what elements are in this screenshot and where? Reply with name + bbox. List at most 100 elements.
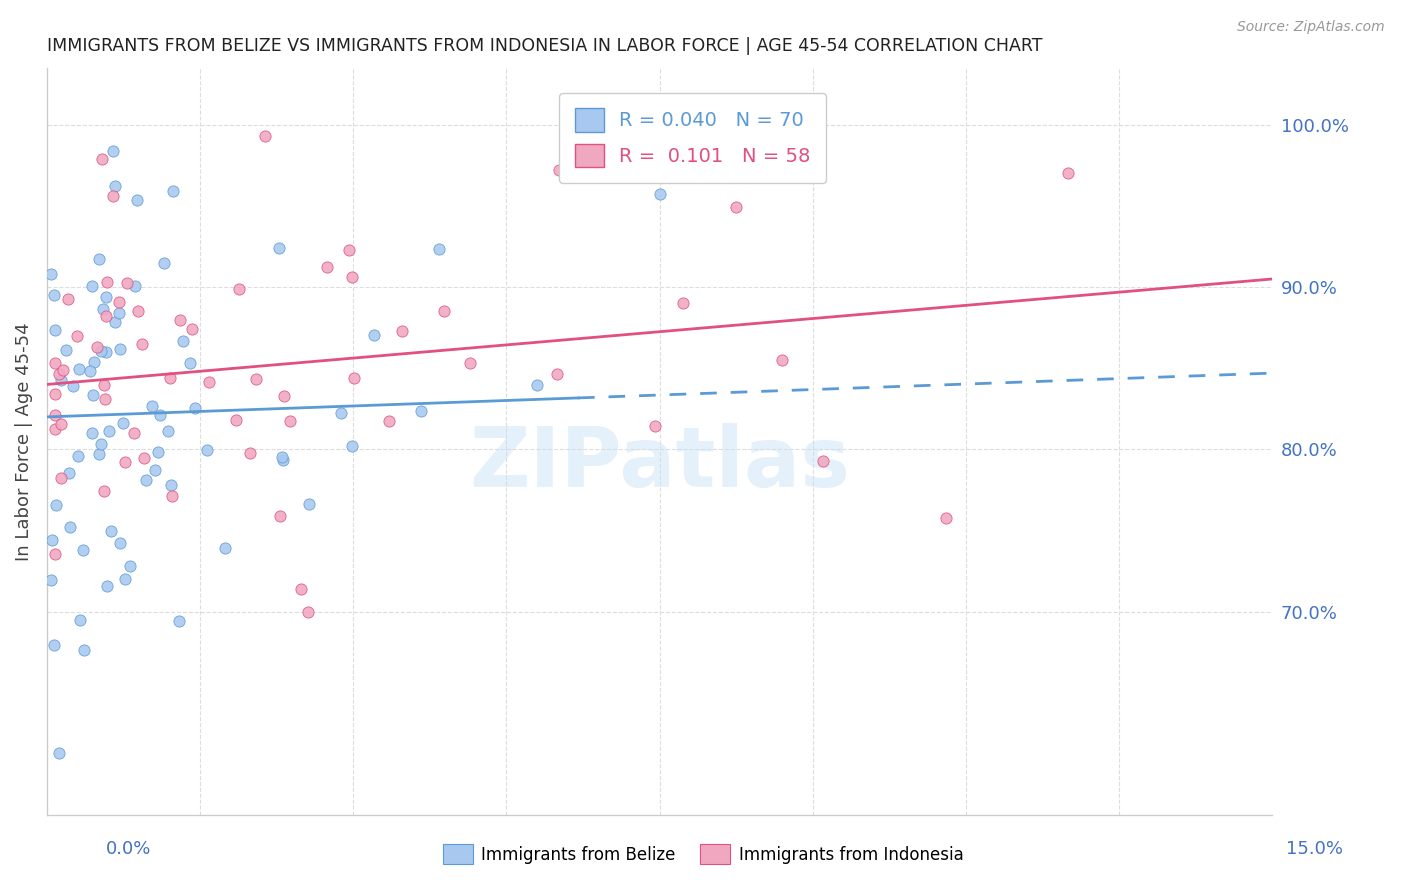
Point — [90, 436, 112, 450]
Point — [152, 256, 174, 270]
Point — [343, 371, 366, 385]
Point — [114, 455, 136, 469]
Point — [148, 444, 170, 458]
Point — [298, 497, 321, 511]
Point — [131, 337, 153, 351]
Point — [340, 269, 363, 284]
Point — [141, 400, 163, 414]
Point — [89, 252, 111, 266]
Point — [91, 152, 114, 166]
Point — [546, 367, 568, 381]
Text: 0.0%: 0.0% — [105, 840, 150, 858]
Point — [44, 288, 66, 302]
Point — [120, 558, 142, 573]
Point — [42, 639, 65, 653]
Point — [811, 454, 834, 468]
Point — [770, 353, 793, 368]
Point — [433, 304, 456, 318]
Point — [181, 322, 204, 336]
Point — [1057, 166, 1080, 180]
Point — [363, 328, 385, 343]
Point — [648, 186, 671, 201]
Point — [55, 343, 77, 357]
Text: Source: ZipAtlas.com: Source: ZipAtlas.com — [1237, 20, 1385, 34]
Point — [143, 463, 166, 477]
Point — [82, 426, 104, 441]
Point — [45, 498, 67, 512]
Point — [526, 378, 548, 392]
Point — [100, 524, 122, 539]
Point — [59, 520, 82, 534]
Point — [96, 309, 118, 323]
Point — [83, 355, 105, 369]
Point — [162, 185, 184, 199]
Point — [159, 371, 181, 385]
Point — [184, 401, 207, 415]
Legend: Immigrants from Belize, Immigrants from Indonesia: Immigrants from Belize, Immigrants from … — [436, 838, 970, 871]
Text: 15.0%: 15.0% — [1285, 840, 1343, 858]
Point — [39, 267, 62, 281]
Point — [273, 388, 295, 402]
Point — [254, 129, 277, 144]
Point — [228, 282, 250, 296]
Point — [66, 449, 89, 463]
Point — [44, 323, 66, 337]
Point — [69, 613, 91, 627]
Point — [86, 340, 108, 354]
Point — [124, 278, 146, 293]
Point — [340, 439, 363, 453]
Point — [62, 378, 84, 392]
Point — [111, 416, 134, 430]
Point — [269, 509, 291, 524]
Point — [101, 189, 124, 203]
Point — [125, 194, 148, 208]
Point — [157, 424, 180, 438]
Point — [87, 447, 110, 461]
Point — [409, 404, 432, 418]
Point — [90, 344, 112, 359]
Point — [122, 426, 145, 441]
Point — [160, 477, 183, 491]
Point — [94, 290, 117, 304]
Point — [127, 303, 149, 318]
Text: ZIPatlas: ZIPatlas — [470, 423, 851, 504]
Point — [160, 489, 183, 503]
Point — [51, 471, 73, 485]
Point — [108, 536, 131, 550]
Point — [96, 275, 118, 289]
Point — [108, 306, 131, 320]
Point — [148, 409, 170, 423]
Point — [66, 328, 89, 343]
Text: IMMIGRANTS FROM BELIZE VS IMMIGRANTS FROM INDONESIA IN LABOR FORCE | AGE 45-54 C: IMMIGRANTS FROM BELIZE VS IMMIGRANTS FRO… — [46, 37, 1042, 55]
Point — [108, 294, 131, 309]
Point — [56, 292, 79, 306]
Point — [337, 243, 360, 257]
Legend: R = 0.040   N = 70, R =  0.101   N = 58: R = 0.040 N = 70, R = 0.101 N = 58 — [560, 93, 827, 183]
Point — [108, 343, 131, 357]
Point — [316, 260, 339, 275]
Point — [214, 541, 236, 555]
Point — [79, 364, 101, 378]
Point — [44, 386, 66, 401]
Point — [44, 547, 66, 561]
Point — [329, 406, 352, 420]
Point — [169, 614, 191, 628]
Point — [195, 443, 218, 458]
Point — [548, 162, 571, 177]
Point — [135, 473, 157, 487]
Point — [271, 450, 294, 465]
Point — [94, 392, 117, 407]
Point — [644, 419, 666, 434]
Point — [80, 279, 103, 293]
Point — [198, 375, 221, 389]
Point — [169, 313, 191, 327]
Point — [271, 452, 294, 467]
Point — [44, 408, 66, 422]
Point — [239, 446, 262, 460]
Point — [72, 543, 94, 558]
Point — [58, 467, 80, 481]
Point — [39, 573, 62, 587]
Point — [52, 363, 75, 377]
Point — [44, 421, 66, 435]
Point — [104, 179, 127, 194]
